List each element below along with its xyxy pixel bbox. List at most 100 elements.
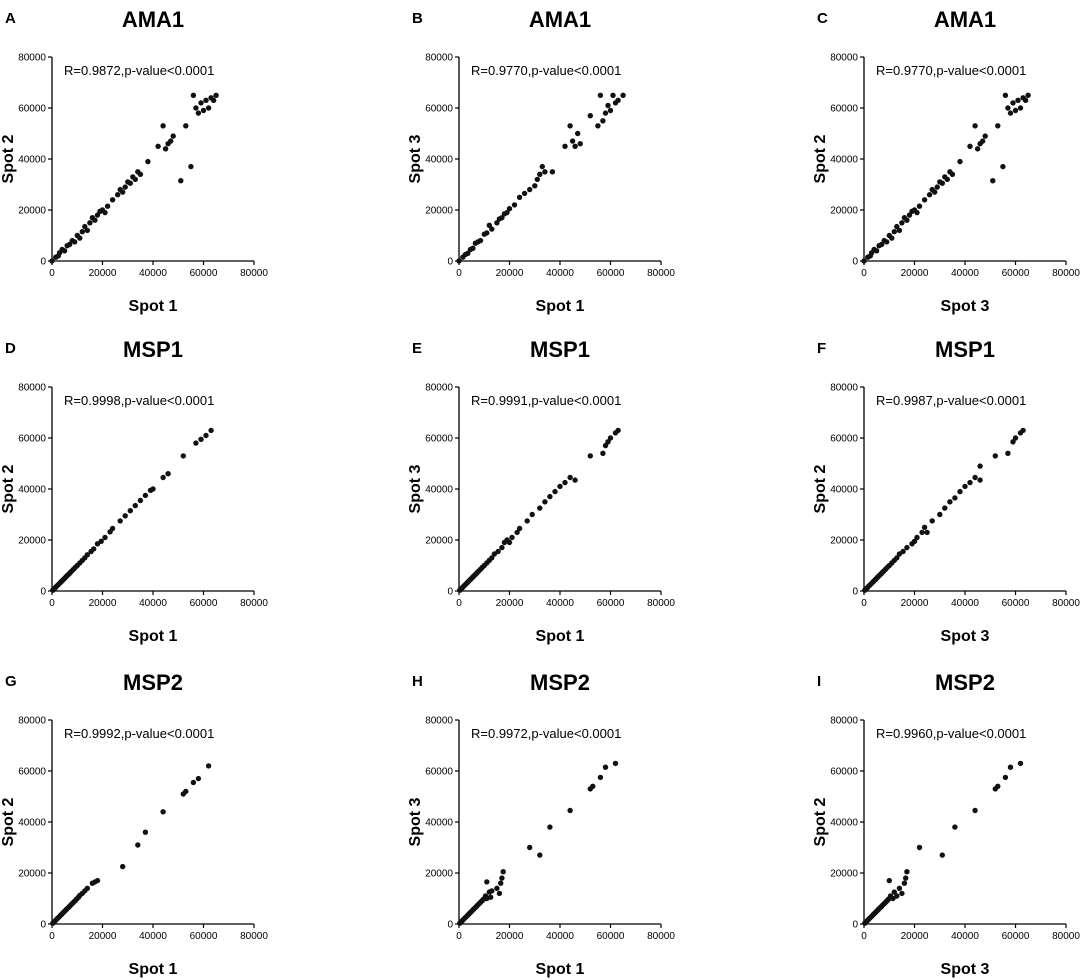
data-point (160, 123, 166, 129)
chart-title: MSP1 (935, 337, 995, 362)
data-point (612, 760, 619, 767)
data-point (489, 555, 495, 561)
data-point (511, 202, 518, 208)
data-point (974, 146, 981, 152)
data-point (937, 511, 943, 518)
data-point (210, 97, 217, 104)
data-point (597, 774, 604, 781)
y-tick-label: 60000 (830, 767, 858, 778)
data-point (499, 215, 505, 221)
y-tick-label: 0 (852, 587, 858, 598)
data-point (94, 212, 101, 218)
x-tick-label: 0 (456, 598, 462, 609)
data-point (494, 885, 500, 891)
chart-title: MSP1 (530, 337, 590, 362)
data-point (590, 783, 596, 789)
data-point (87, 220, 93, 226)
x-axis-label: Spot 1 (129, 961, 178, 978)
data-point (496, 890, 503, 897)
data-point (499, 875, 505, 881)
data-point (120, 863, 126, 870)
y-tick-label: 80000 (425, 716, 453, 727)
x-tick-label: 40000 (546, 598, 574, 609)
x-axis-label: Spot 1 (129, 628, 178, 645)
y-axis-label: Spot 2 (0, 134, 17, 183)
data-point (929, 518, 935, 524)
data-point (92, 217, 98, 223)
y-tick-label: 0 (447, 587, 453, 598)
data-point (183, 788, 189, 795)
chart-title: MSP1 (123, 337, 183, 362)
data-point (982, 133, 988, 139)
data-point (921, 524, 928, 530)
data-point (1015, 97, 1021, 104)
data-point (1017, 760, 1024, 767)
data-point (162, 146, 169, 152)
data-point (193, 105, 199, 111)
data-point (615, 427, 621, 434)
correlation-annotation: R=0.9960,p-value<0.0001 (876, 726, 1026, 741)
data-point (607, 107, 614, 114)
data-point (1010, 439, 1016, 445)
data-point (484, 230, 490, 236)
chart-panel-f: F MSP1 0 20000 40000 60000 80000 0 20000 40000 600… (812, 337, 1080, 645)
data-point (899, 890, 905, 897)
x-tick-label: 20000 (901, 268, 929, 279)
data-point (532, 183, 538, 189)
y-tick-label: 20000 (830, 536, 858, 547)
y-axis-label: Spot 2 (812, 797, 829, 846)
y-axis-label: Spot 3 (407, 797, 424, 846)
y-tick-label: 20000 (18, 869, 46, 880)
data-point (1012, 107, 1019, 114)
x-tick-label: 60000 (190, 598, 218, 609)
data-point (486, 222, 492, 228)
data-point (77, 235, 83, 241)
data-point (886, 877, 892, 884)
data-point (952, 495, 958, 501)
x-tick-label: 40000 (546, 268, 574, 279)
data-point (537, 852, 543, 858)
data-point (521, 190, 528, 197)
chart-panel-i: I MSP2 0 20000 40000 60000 80000 0 20000 40000 600… (812, 670, 1080, 978)
data-point (195, 775, 202, 782)
y-tick-label: 60000 (18, 767, 46, 778)
data-point (178, 178, 184, 184)
data-point (205, 105, 212, 111)
x-axis-label: Spot 1 (536, 298, 585, 315)
chart-panel-g: G MSP2 0 20000 40000 60000 80000 0 20000 40000 600… (0, 670, 268, 978)
x-tick-label: 0 (861, 931, 867, 942)
data-point (120, 189, 126, 195)
data-point (542, 499, 548, 505)
data-point (1005, 105, 1011, 111)
y-tick-label: 20000 (425, 536, 453, 547)
data-point (921, 197, 928, 203)
x-tick-label: 40000 (139, 598, 167, 609)
data-point (1012, 435, 1019, 441)
correlation-annotation: R=0.9770,p-value<0.0001 (471, 63, 621, 78)
y-tick-label: 60000 (425, 434, 453, 445)
data-point (932, 189, 938, 195)
data-point (562, 143, 568, 149)
x-axis-label: Spot 3 (941, 298, 990, 315)
data-point (894, 555, 900, 561)
y-tick-label: 60000 (830, 104, 858, 115)
x-tick-label: 80000 (1052, 268, 1080, 279)
x-tick-label: 40000 (951, 931, 979, 942)
panel-letter: E (412, 340, 422, 357)
x-tick-label: 20000 (89, 931, 117, 942)
data-point (142, 829, 149, 835)
data-point (1020, 427, 1026, 434)
data-point (142, 492, 149, 499)
y-tick-label: 60000 (830, 434, 858, 445)
data-point (170, 133, 176, 139)
panel-letter: F (817, 340, 826, 357)
data-point (890, 895, 896, 902)
data-point (957, 158, 963, 165)
data-point (524, 518, 530, 524)
data-point (906, 212, 913, 218)
data-point (160, 474, 166, 481)
data-point (487, 894, 494, 900)
x-tick-label: 20000 (901, 931, 929, 942)
data-point (952, 824, 958, 830)
